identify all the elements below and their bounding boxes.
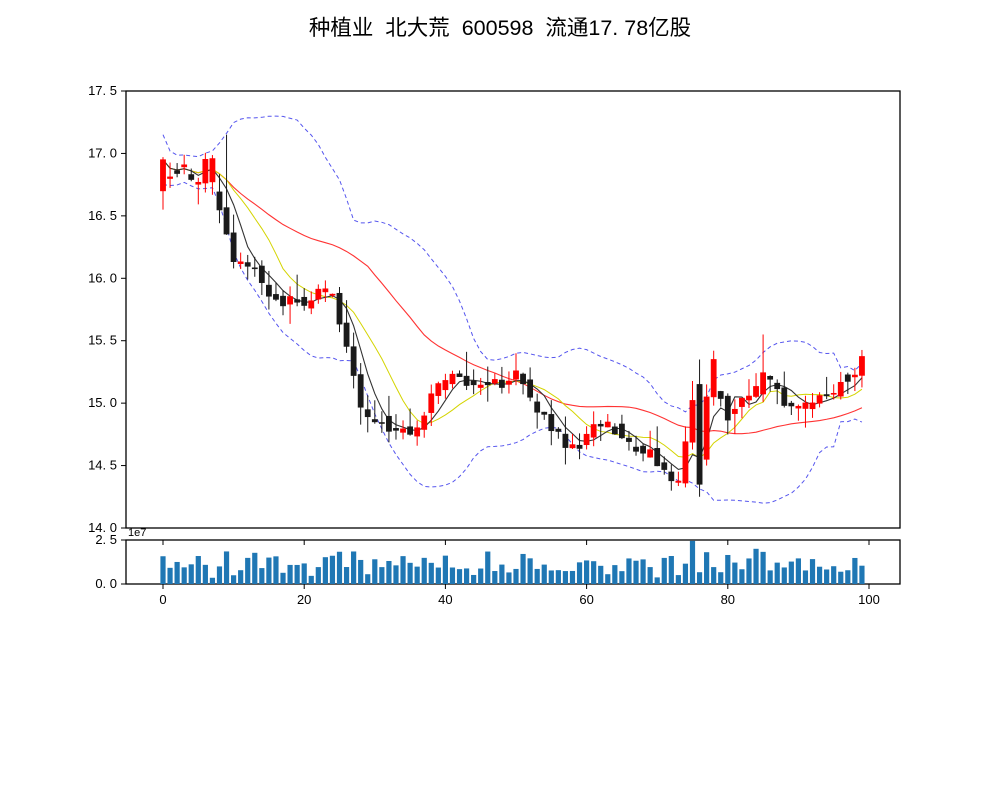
svg-text:0: 0: [159, 592, 166, 607]
svg-text:60: 60: [579, 592, 593, 607]
svg-text:16. 0: 16. 0: [88, 270, 117, 285]
svg-text:80: 80: [721, 592, 735, 607]
svg-text:17. 0: 17. 0: [88, 145, 117, 160]
svg-text:100: 100: [858, 592, 880, 607]
svg-text:15. 5: 15. 5: [88, 333, 117, 348]
svg-text:17. 5: 17. 5: [88, 83, 117, 98]
svg-text:14. 5: 14. 5: [88, 458, 117, 473]
svg-text:1e7: 1e7: [128, 527, 146, 539]
svg-text:16. 5: 16. 5: [88, 208, 117, 223]
svg-text:40: 40: [438, 592, 452, 607]
svg-text:0. 0: 0. 0: [95, 576, 117, 591]
svg-text:2. 5: 2. 5: [95, 532, 117, 547]
svg-text:15. 0: 15. 0: [88, 395, 117, 410]
svg-text:20: 20: [297, 592, 311, 607]
